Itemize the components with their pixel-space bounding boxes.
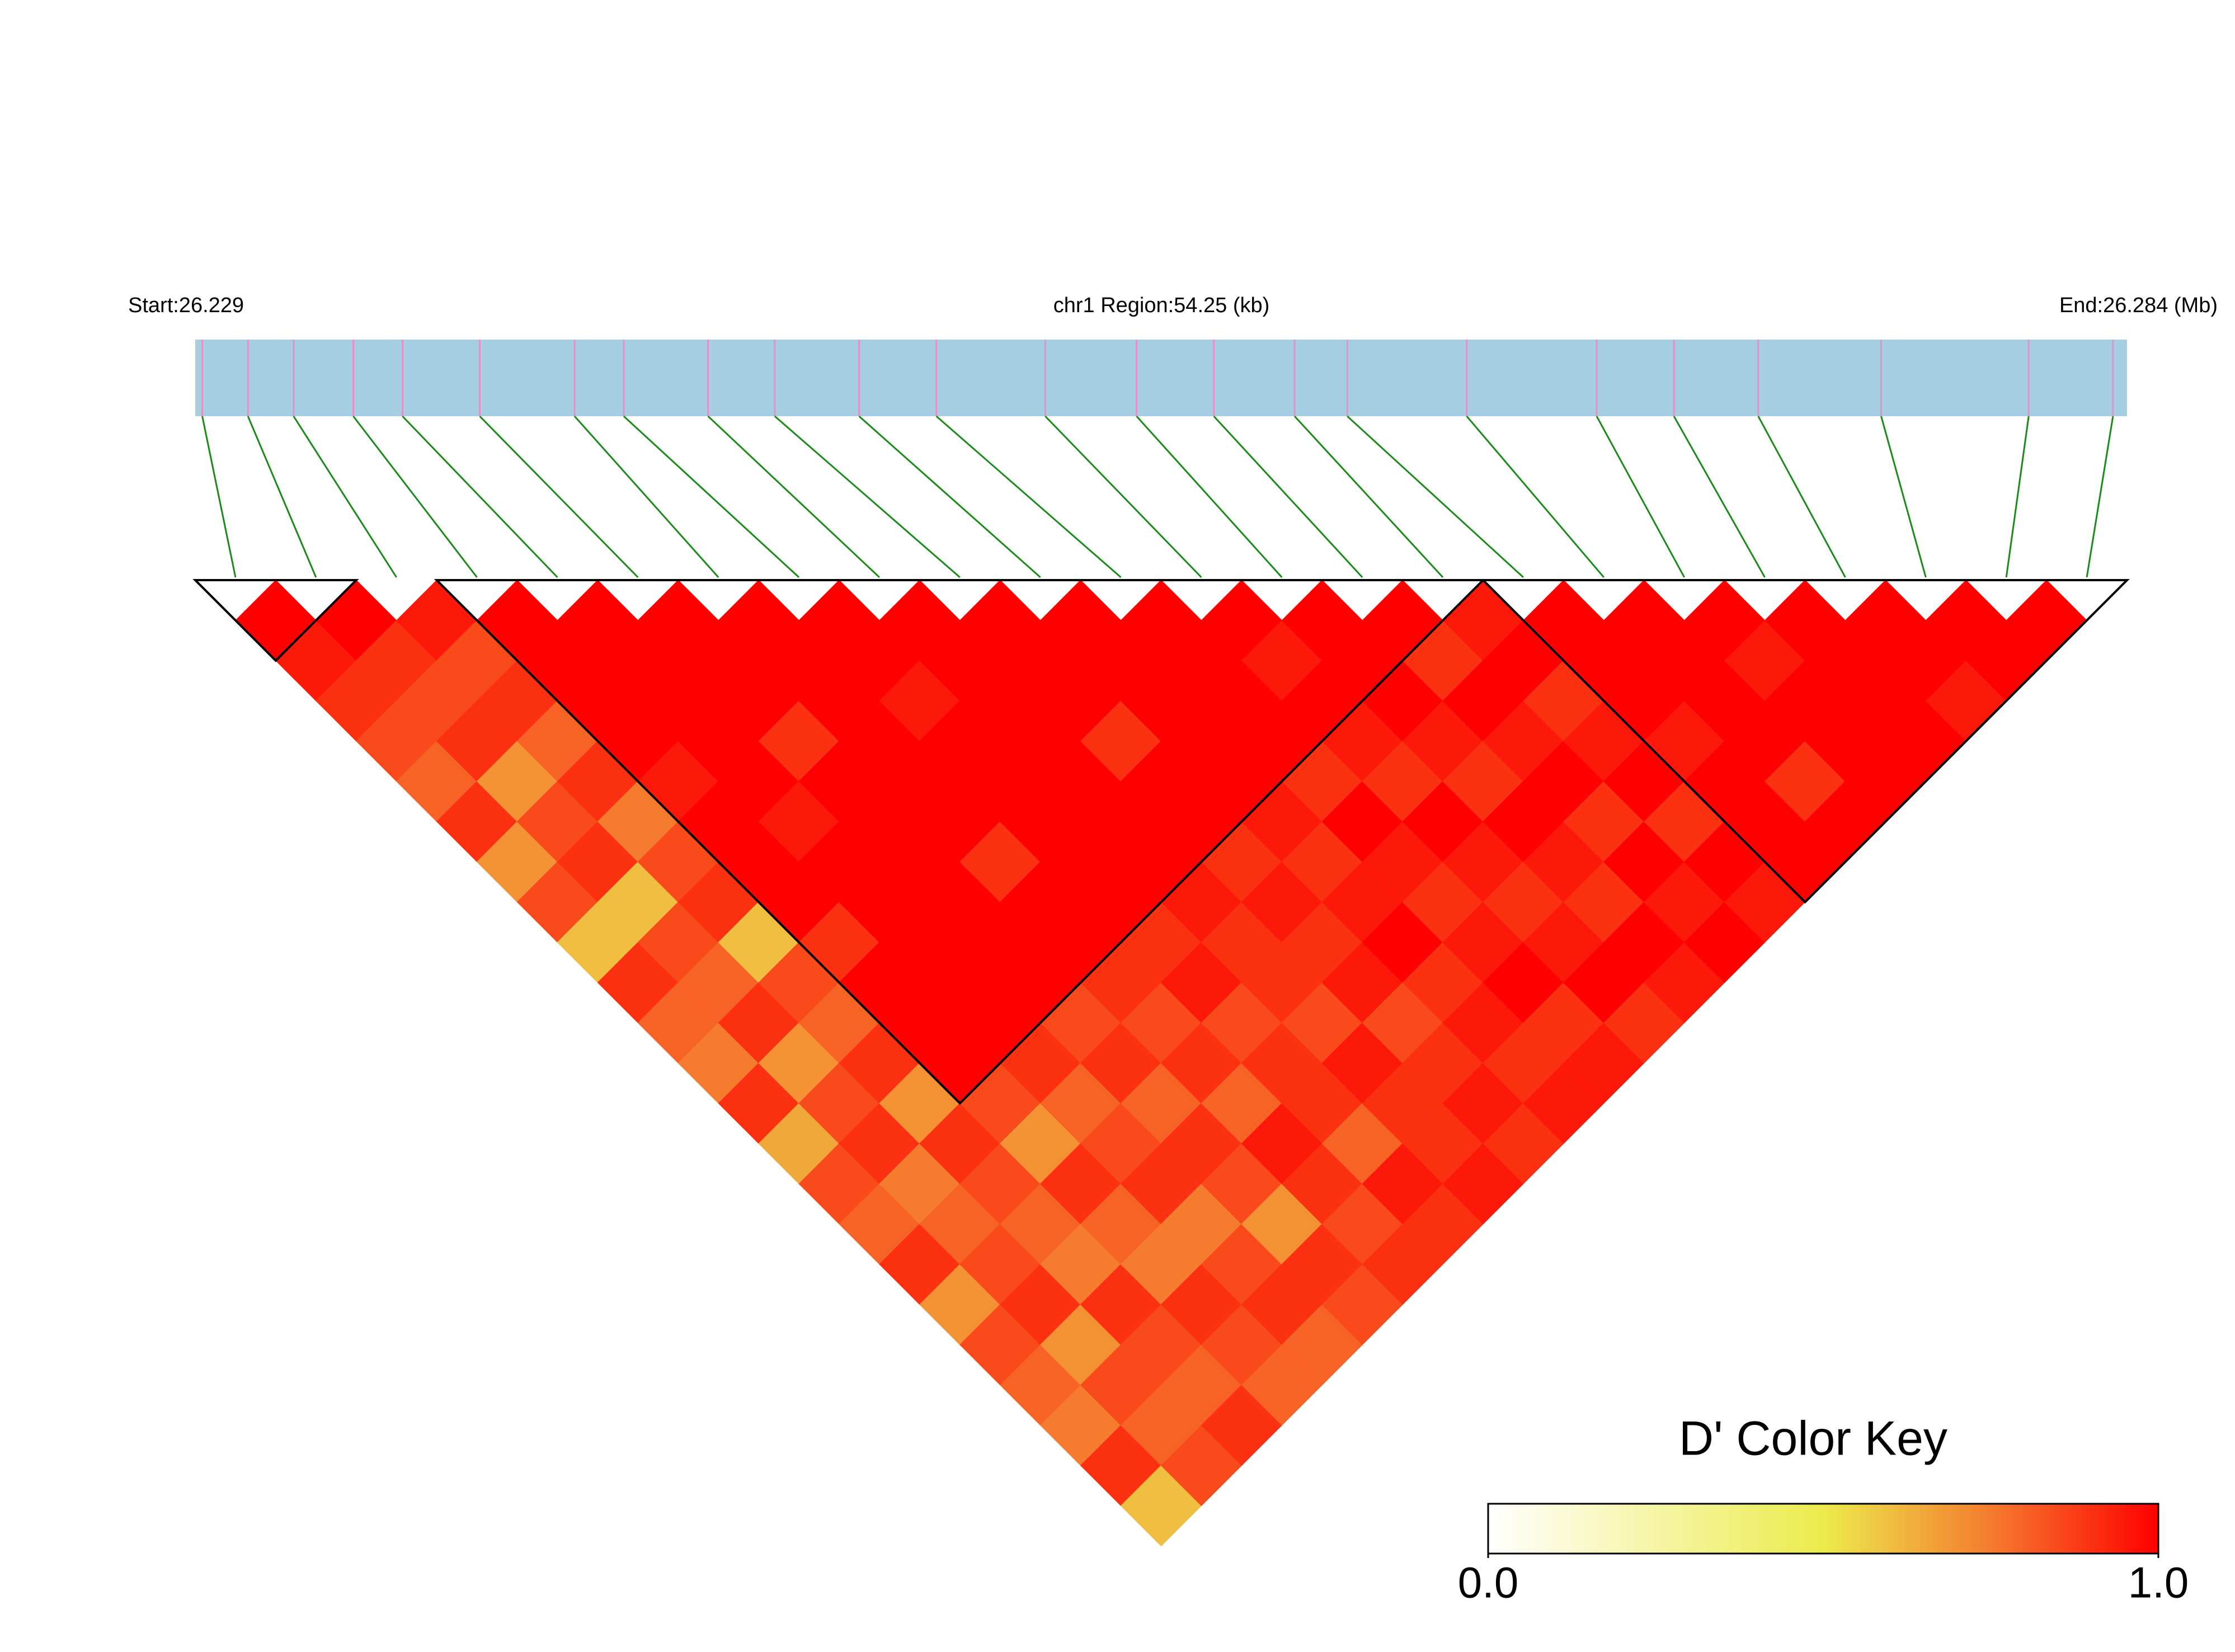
snp-connector (858, 415, 1041, 578)
snp-connector (247, 416, 317, 578)
colorkey-tick-label: 0.0 (1458, 1558, 1518, 1607)
snp-connector (479, 415, 639, 578)
genome-bar (195, 340, 2127, 416)
snp-connector (2086, 416, 2114, 578)
snp-connector (293, 416, 397, 578)
snp-connector (1466, 416, 1605, 578)
ld-block (192, 579, 359, 662)
ld-block (434, 579, 1486, 1105)
region-label: chr1 Region:54.25 (kb) (1053, 294, 1270, 317)
ld-block (1480, 579, 2130, 904)
colorkey-title: D' Color Key (1679, 1412, 1947, 1466)
snp-connector (1136, 415, 1283, 578)
snp-connector (573, 416, 719, 578)
snp-connector (2005, 416, 2030, 578)
snp-connector (1880, 416, 1927, 578)
snp-connector (1347, 415, 1524, 578)
snp-connector (707, 415, 880, 578)
snp-connector (1757, 416, 1846, 578)
snp-connector (1044, 415, 1202, 578)
colorkey-bar (1487, 1503, 2159, 1555)
colorkey-tick-label: 1.0 (2128, 1558, 2189, 1607)
snp-connector (935, 415, 1122, 578)
snp-connector (402, 415, 558, 578)
snp-connector (1596, 416, 1686, 578)
snp-connector (774, 415, 961, 578)
snp-connector (1293, 415, 1444, 578)
snp-connector (1673, 416, 1766, 578)
start-label: Start:26.229 (128, 294, 244, 317)
snp-connector (352, 416, 478, 578)
end-label: End:26.284 (Mb) (2059, 294, 2218, 317)
snp-connector (201, 416, 237, 578)
snp-connector (623, 415, 800, 578)
snp-connector (1213, 415, 1363, 578)
